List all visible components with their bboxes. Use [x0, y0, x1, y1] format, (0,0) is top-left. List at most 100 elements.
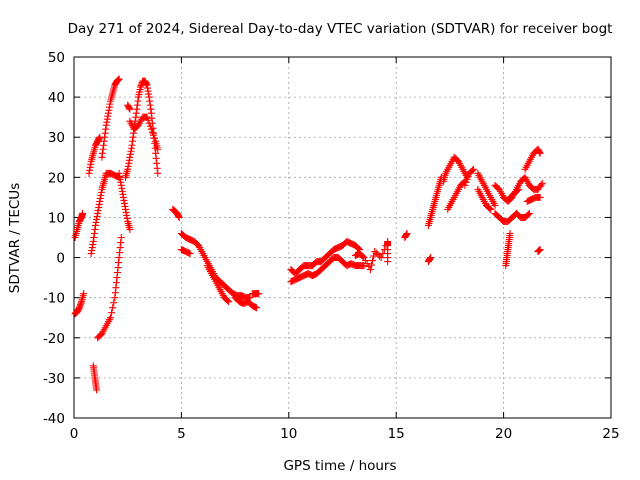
data-point — [369, 257, 377, 265]
y-tick-label: -40 — [43, 411, 65, 427]
series-arc-24 — [439, 153, 471, 185]
y-tick-label: -20 — [43, 331, 65, 347]
data-point — [110, 299, 118, 307]
data-point — [147, 125, 155, 133]
data-point — [536, 149, 544, 157]
data-point — [525, 209, 533, 217]
series-arc-35 — [523, 193, 544, 205]
data-point — [108, 309, 116, 317]
data-point — [143, 113, 151, 121]
y-tick-label: 30 — [48, 130, 65, 146]
data-point — [536, 193, 544, 201]
x-tick-label: 15 — [388, 426, 405, 442]
data-point — [145, 119, 153, 127]
x-tick-label: 20 — [495, 426, 512, 442]
y-tick-label: 40 — [48, 90, 65, 106]
data-point — [515, 185, 523, 193]
series-arc-19 — [287, 254, 368, 286]
series-arc-1 — [71, 209, 87, 241]
series-arc-4 — [85, 133, 104, 177]
data-point — [253, 304, 261, 312]
series-arc-2 — [71, 290, 88, 318]
data-point — [80, 290, 88, 298]
series-arc-5 — [89, 362, 101, 394]
data-point — [538, 179, 546, 187]
data-point — [487, 205, 495, 213]
y-tick-label: 10 — [48, 210, 65, 226]
x-tick-label: 5 — [177, 426, 186, 442]
data-point — [427, 254, 435, 262]
data-point — [464, 172, 472, 180]
data-point — [186, 250, 194, 258]
data-point — [470, 165, 478, 173]
data-point — [367, 261, 375, 269]
data-point — [462, 178, 470, 186]
data-point — [93, 386, 101, 394]
data-point — [126, 225, 134, 233]
data-point — [360, 254, 368, 262]
data-point — [146, 122, 154, 130]
series-arc-33 — [521, 145, 544, 173]
data-point — [148, 128, 156, 136]
y-tick-label: 50 — [48, 50, 65, 66]
series-arc-22 — [424, 254, 435, 266]
series-arc-7 — [98, 75, 123, 161]
data-point — [109, 304, 117, 312]
data-point — [514, 186, 522, 194]
data-point — [246, 294, 254, 302]
data-point — [366, 266, 374, 274]
series-arc-17 — [248, 290, 263, 298]
data-point — [374, 251, 382, 259]
series-arc-21 — [401, 229, 411, 241]
series-arc-11 — [124, 101, 134, 113]
data-point — [144, 116, 152, 124]
grid-lines — [74, 57, 611, 418]
series-arc-3 — [87, 169, 123, 258]
series-arc-32 — [506, 185, 523, 201]
data-point — [115, 75, 123, 83]
data-point — [255, 290, 263, 298]
data-point — [463, 175, 471, 183]
data-point — [175, 213, 183, 221]
x-tick-label: 0 — [70, 426, 79, 442]
data-points — [71, 75, 546, 394]
data-point — [372, 249, 380, 257]
data-point — [461, 181, 469, 189]
data-point — [468, 166, 476, 174]
data-point — [117, 234, 125, 241]
series-arc-12 — [169, 205, 183, 221]
series-arc-9 — [122, 77, 162, 181]
series-arc-16 — [231, 294, 261, 312]
x-axis-label: GPS time / hours — [283, 458, 396, 474]
data-point — [124, 101, 132, 109]
series-arc-34 — [525, 179, 546, 193]
data-point — [486, 204, 494, 212]
series-arc-15 — [203, 262, 233, 306]
data-point — [79, 209, 87, 217]
series-arc-25 — [444, 177, 469, 213]
axis-ticks: 0 5 10 15 20 25 -40 -30 -20 -10 0 10 20 30 40 50 — [43, 50, 620, 442]
series-arc-27 — [474, 169, 499, 209]
data-point — [151, 134, 159, 142]
y-tick-label: -10 — [43, 291, 65, 307]
series-arc-36 — [534, 246, 544, 256]
data-point — [149, 131, 157, 139]
y-tick-label: 20 — [48, 170, 65, 186]
series-arc-8 — [115, 169, 134, 233]
plot-frame — [73, 56, 612, 419]
y-axis-label: SDTVAR / TECUs — [7, 183, 23, 293]
series-arc-10 — [126, 113, 162, 153]
series-arc-14 — [177, 246, 194, 258]
series-arc-28 — [474, 185, 495, 213]
data-point — [403, 229, 411, 237]
y-tick-label: -30 — [43, 371, 65, 387]
data-point — [491, 201, 499, 209]
data-point — [359, 253, 367, 261]
data-point — [377, 254, 385, 262]
chart-title: Day 271 of 2024, Sidereal Day-to-day VTE… — [68, 21, 613, 37]
x-tick-label: 10 — [280, 426, 297, 442]
data-point — [524, 210, 532, 218]
series-arc-30 — [502, 229, 514, 270]
data-point — [224, 297, 232, 305]
